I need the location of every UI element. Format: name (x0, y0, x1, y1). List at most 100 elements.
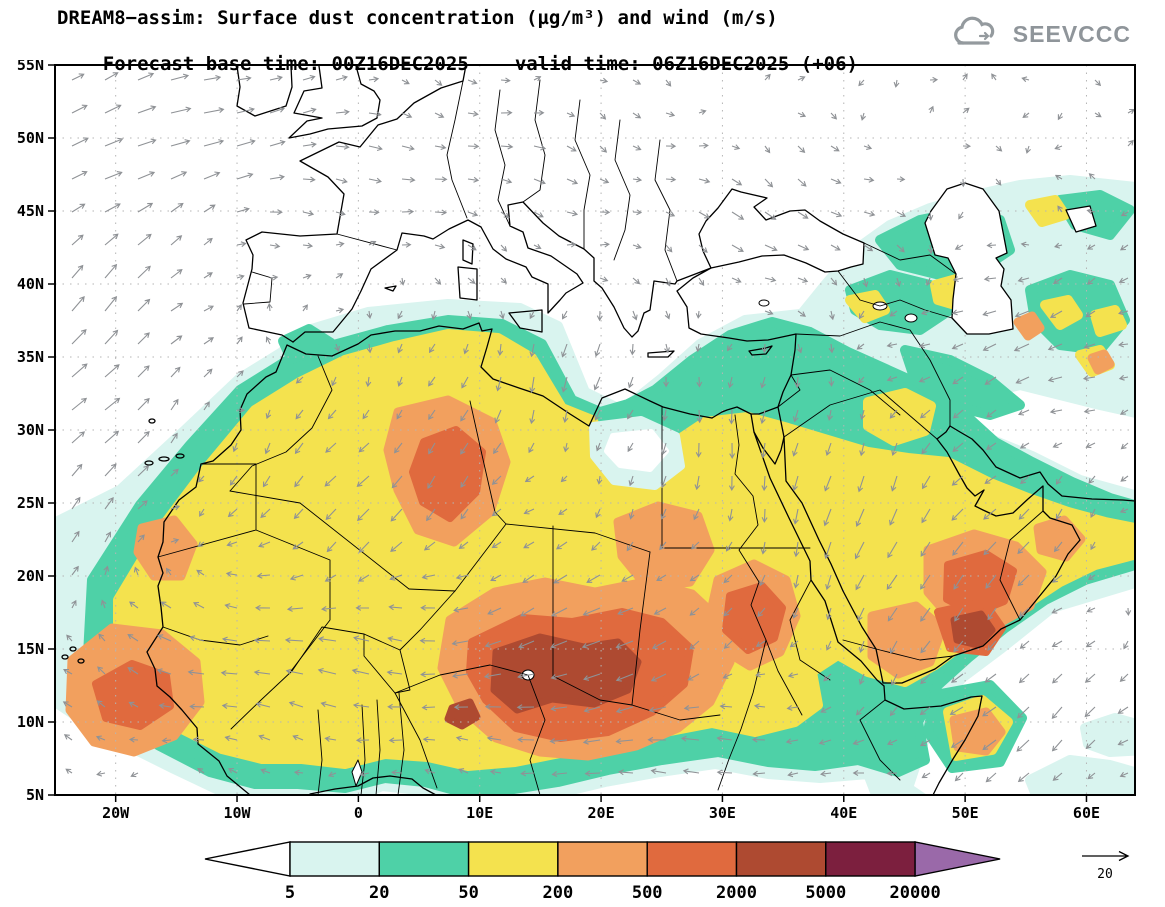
country-border (469, 400, 507, 525)
country-border (783, 389, 938, 440)
x-tick-label: 50E (952, 804, 979, 822)
colorbar-label: 20000 (890, 883, 941, 903)
x-tick-label: 20E (588, 804, 615, 822)
x-tick-label: 20W (102, 804, 130, 822)
colorbar-label: 500 (632, 883, 663, 903)
seevccc-logo: SEEVCCC (950, 16, 1131, 52)
y-tick-label: 40N (17, 275, 44, 293)
colorbar-segment (467, 841, 559, 877)
colorbar-label: 2000 (716, 883, 757, 903)
islands (61, 239, 773, 664)
country-border (859, 699, 901, 781)
y-tick-label: 55N (17, 60, 44, 74)
coastline-horn-of-africa (883, 685, 983, 795)
colorbar-label: 5 (285, 883, 295, 903)
river-nile (717, 414, 767, 791)
dust-low-dip (589, 416, 685, 490)
dust-level-2000-5000 (444, 610, 996, 730)
river-blue-nile (765, 639, 803, 716)
country-border (631, 704, 721, 721)
cloud-icon (953, 16, 995, 45)
country-border (777, 374, 801, 408)
country-border (375, 699, 381, 795)
y-tick-label: 20N (17, 567, 44, 585)
country-border (397, 692, 405, 795)
colorbar-segment (557, 841, 648, 877)
country-border (789, 579, 831, 681)
y-tick-label: 45N (17, 202, 44, 220)
y-tick-label: 5N (26, 786, 44, 804)
graticule (55, 65, 1135, 795)
country-border (394, 649, 411, 694)
colorbar-segment (646, 841, 738, 877)
axis-labels: 20W 10W 0 10E 20E 30E 40E 50E 60E 55N 50N 45N 40N 35N… (17, 60, 1100, 822)
country-border (394, 664, 529, 694)
wind-arrow-field (62, 72, 1135, 783)
wind-reference-arrow (1082, 850, 1130, 862)
y-tick-label: 50N (17, 129, 44, 147)
coastline-red-sea-west (753, 431, 885, 687)
country-border (317, 709, 323, 795)
coastline-arabia (783, 425, 1081, 684)
wind-reference-label: 20 (1097, 867, 1113, 882)
country-border (795, 321, 951, 427)
coastline-europe-med (292, 201, 797, 419)
coastline-caspian-sea (924, 182, 1014, 335)
y-tick-label: 15N (17, 640, 44, 658)
country-border (552, 675, 633, 706)
coastline-black-sea (698, 188, 865, 273)
country-border (842, 639, 954, 661)
country-border (336, 233, 398, 251)
country-border (229, 490, 301, 504)
colorbar: 5 20 50 200 500 2000 5000 20000 20 (204, 841, 1130, 903)
x-tick-label: 40E (830, 804, 857, 822)
country-border (863, 242, 957, 275)
coastline-britain (288, 65, 381, 139)
x-tick-label: 60E (1073, 804, 1100, 822)
country-border (613, 119, 631, 261)
colorbar-segment (378, 841, 470, 877)
y-tick-label: 30N (17, 421, 44, 439)
country-border (243, 271, 273, 305)
colorbar-segment (825, 841, 916, 877)
colorbar-label: 50 (458, 883, 478, 903)
country-border (505, 523, 651, 553)
x-tick-label: 0 (354, 804, 363, 822)
page-title: DREAM8−assim: Surface dust concentration… (57, 7, 778, 29)
colorbar-label: 200 (543, 883, 574, 903)
country-border (631, 551, 651, 706)
country-borders (157, 79, 1044, 795)
colorbar-label: 20 (369, 883, 389, 903)
logo-text: SEEVCCC (1012, 20, 1131, 47)
country-border (494, 89, 511, 227)
coastline-atlantic-europe (242, 65, 467, 343)
coastline-aral-sea (1065, 205, 1097, 233)
country-border (446, 80, 468, 219)
y-tick-label: 10N (17, 713, 44, 731)
coastline-gulf-of-guinea (309, 775, 437, 795)
x-tick-label: 10W (223, 804, 251, 822)
y-tick-label: 25N (17, 494, 44, 512)
colorbar-segment (735, 841, 827, 877)
country-border (574, 99, 591, 250)
x-tick-label: 10E (466, 804, 493, 822)
country-border (360, 704, 366, 795)
country-border (255, 529, 331, 672)
country-border (229, 355, 333, 492)
colorbar-segment (289, 841, 381, 877)
map-plot: 20W 10W 0 10E 20E 30E 40E 50E 60E 55N 50N 45N 40N 35N… (17, 60, 1136, 822)
wind-arrows (62, 72, 1135, 783)
country-border (790, 369, 901, 416)
country-border (299, 502, 410, 590)
y-tick-label: 35N (17, 348, 44, 366)
country-border (999, 510, 1044, 621)
country-border (157, 463, 257, 558)
country-border (522, 79, 546, 203)
colorbar-segment-above-max (914, 841, 1001, 877)
country-border (654, 139, 678, 282)
country-border (363, 590, 456, 651)
colorbar-label: 5000 (805, 883, 846, 903)
river-senegal (162, 626, 269, 646)
country-border (527, 674, 546, 795)
